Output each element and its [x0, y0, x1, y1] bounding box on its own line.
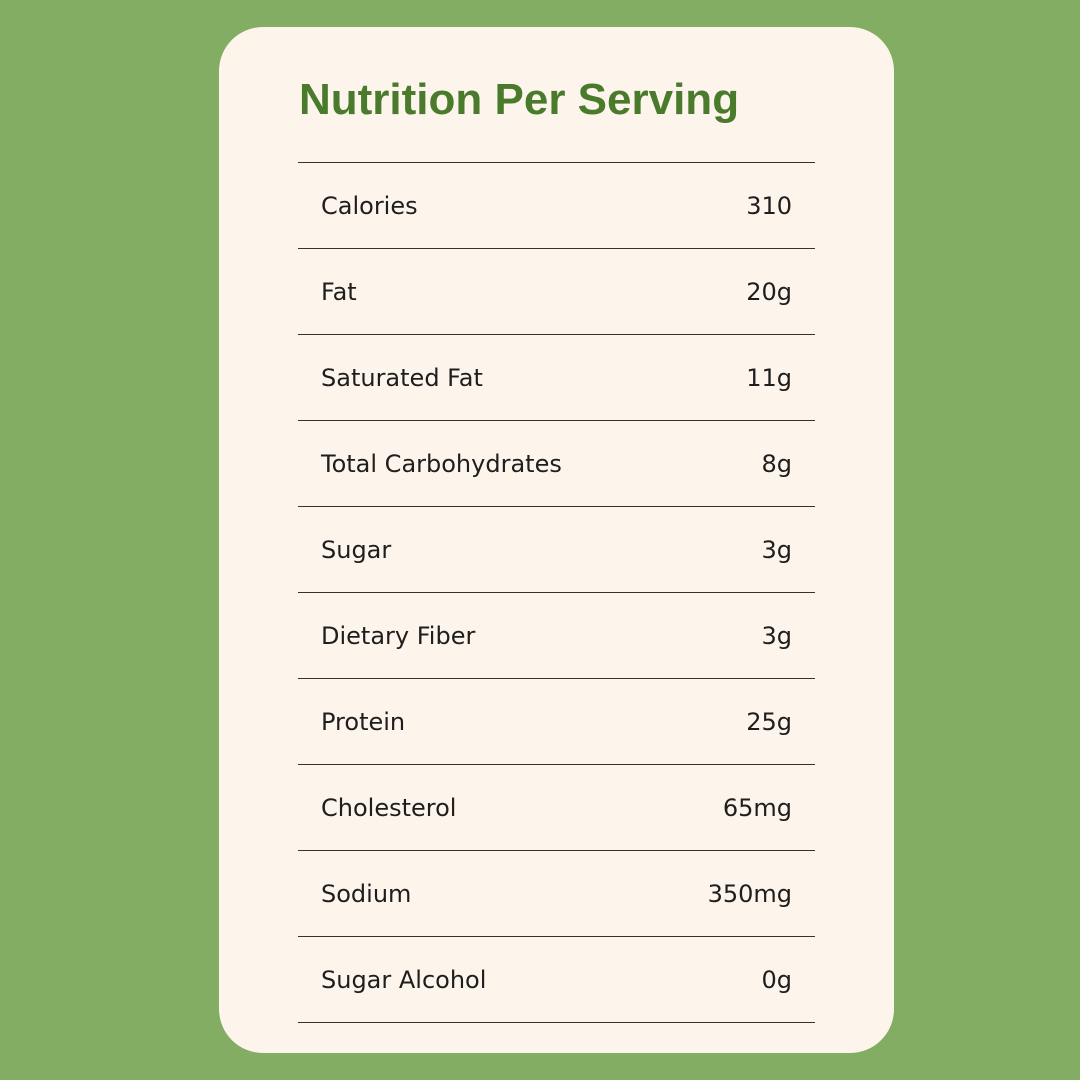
- nutrition-row: Dietary Fiber 3g: [298, 593, 815, 679]
- nutrient-amount: 3g: [761, 621, 792, 650]
- nutrient-name: Fat: [321, 277, 357, 306]
- nutrient-amount: 25g: [746, 707, 792, 736]
- nutrient-amount: 310: [746, 191, 792, 220]
- nutrient-amount: 65mg: [722, 793, 792, 822]
- nutrient-name: Cholesterol: [321, 793, 457, 822]
- nutrient-amount: 8g: [761, 449, 792, 478]
- nutrient-name: Sodium: [321, 879, 412, 908]
- nutrition-table: Calories 310 Fat 20g Saturated Fat 11g Total C…: [298, 162, 815, 1023]
- nutrition-row: Cholesterol 65mg: [298, 765, 815, 851]
- nutrition-row: Total Carbohydrates 8g: [298, 421, 815, 507]
- nutrient-name: Saturated Fat: [321, 363, 483, 392]
- nutrient-name: Calories: [321, 191, 418, 220]
- nutrition-row: Fat 20g: [298, 249, 815, 335]
- nutrition-row: Sugar Alcohol 0g: [298, 937, 815, 1023]
- nutrient-amount: 20g: [746, 277, 792, 306]
- nutrient-amount: 0g: [761, 965, 792, 994]
- nutrient-amount: 3g: [761, 535, 792, 564]
- nutrient-name: Total Carbohydrates: [321, 449, 562, 478]
- nutrition-row: Sodium 350mg: [298, 851, 815, 937]
- nutrient-amount: 350mg: [707, 879, 792, 908]
- nutrition-row: Calories 310: [298, 163, 815, 249]
- nutrient-name: Sugar: [321, 535, 392, 564]
- nutrient-name: Sugar Alcohol: [321, 965, 487, 994]
- nutrition-row: Saturated Fat 11g: [298, 335, 815, 421]
- nutrition-row: Sugar 3g: [298, 507, 815, 593]
- title: Nutrition Per Serving: [299, 75, 740, 124]
- nutrition-row: Protein 25g: [298, 679, 815, 765]
- card: Nutrition Per Serving Calories 310 Fat 20g S…: [219, 27, 894, 1053]
- nutrient-amount: 11g: [746, 363, 792, 392]
- nutrient-name: Dietary Fiber: [321, 621, 476, 650]
- nutrient-name: Protein: [321, 707, 406, 736]
